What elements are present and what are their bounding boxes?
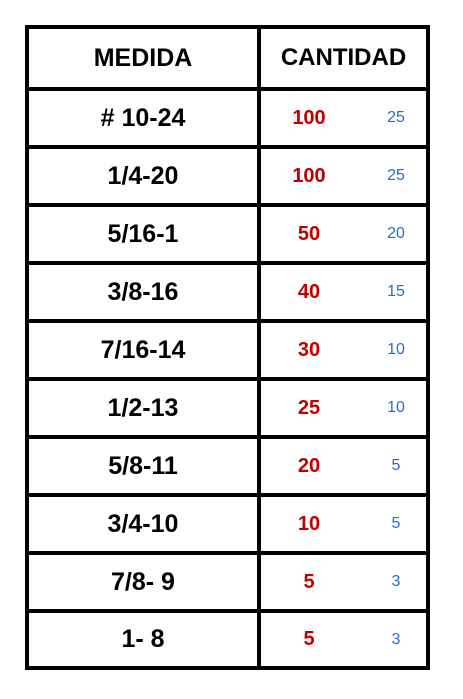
table-row: 3/4-10 10 5 (29, 493, 426, 551)
quantity-value: 50 (297, 222, 321, 245)
size-cell: 7/16-14 (100, 335, 186, 364)
quantity-cell: 25 10 (261, 381, 426, 435)
size-cell: 5/16-1 (107, 219, 179, 248)
quantity-value: 5 (303, 628, 315, 650)
quantity-value: 100 (292, 164, 326, 187)
table-row: 1/4-20 100 25 (29, 145, 426, 203)
quantity-cell: 100 25 (261, 149, 426, 203)
quantity-cell: 40 15 (261, 265, 426, 319)
header-quantity-label: CANTIDAD (280, 44, 407, 71)
quantity-cell: 20 5 (261, 439, 426, 493)
quantity-cell: 5 3 (261, 555, 426, 609)
quantity-cell: 30 10 (261, 323, 426, 377)
header-size: MEDIDA (29, 29, 257, 87)
column-divider (257, 29, 261, 666)
pack-value: 20 (387, 225, 405, 242)
quantity-value: 10 (297, 512, 321, 535)
size-cell: 3/8-16 (107, 277, 179, 306)
table-row: # 10-24 100 25 (29, 87, 426, 145)
quantity-cell: 5 3 (261, 613, 426, 666)
size-cell: 3/4-10 (107, 509, 179, 538)
pack-value: 25 (387, 167, 405, 184)
quantity-value: 30 (297, 338, 321, 361)
quantity-cell: 50 20 (261, 207, 426, 261)
table-header-row: MEDIDA CANTIDAD (29, 29, 426, 87)
size-cell: 5/8-11 (108, 451, 178, 480)
table-row: 3/8-16 40 15 (29, 261, 426, 319)
quantity-value: 20 (297, 454, 321, 477)
header-quantity: CANTIDAD (261, 29, 426, 87)
pack-value: 5 (391, 515, 401, 532)
header-size-label: MEDIDA (93, 43, 193, 72)
size-quantity-table: MEDIDA CANTIDAD # 10-24 100 25 1/4-20 10… (25, 25, 430, 670)
table-row: 7/8- 9 5 3 (29, 551, 426, 609)
table-row: 7/16-14 30 10 (29, 319, 426, 377)
quantity-value: 40 (297, 280, 321, 303)
size-cell: 1- 8 (121, 625, 165, 653)
quantity-cell: 10 5 (261, 497, 426, 551)
table-row: 5/16-1 50 20 (29, 203, 426, 261)
quantity-value: 5 (303, 570, 315, 593)
size-cell: 7/8- 9 (111, 567, 175, 596)
table-row: 5/8-11 20 5 (29, 435, 426, 493)
pack-value: 15 (387, 283, 405, 300)
pack-value: 10 (387, 399, 405, 416)
pack-value: 3 (391, 630, 401, 648)
size-cell: # 10-24 (100, 103, 186, 132)
table-row: 1- 8 5 3 (29, 609, 426, 666)
table-row: 1/2-13 25 10 (29, 377, 426, 435)
quantity-cell: 100 25 (261, 91, 426, 145)
pack-value: 10 (387, 341, 405, 358)
size-cell: 1/4-20 (107, 161, 179, 190)
quantity-value: 100 (292, 106, 326, 129)
quantity-value: 25 (297, 396, 321, 419)
pack-value: 3 (391, 573, 401, 590)
size-cell: 1/2-13 (107, 393, 179, 422)
pack-value: 5 (391, 457, 401, 474)
pack-value: 25 (387, 109, 405, 126)
